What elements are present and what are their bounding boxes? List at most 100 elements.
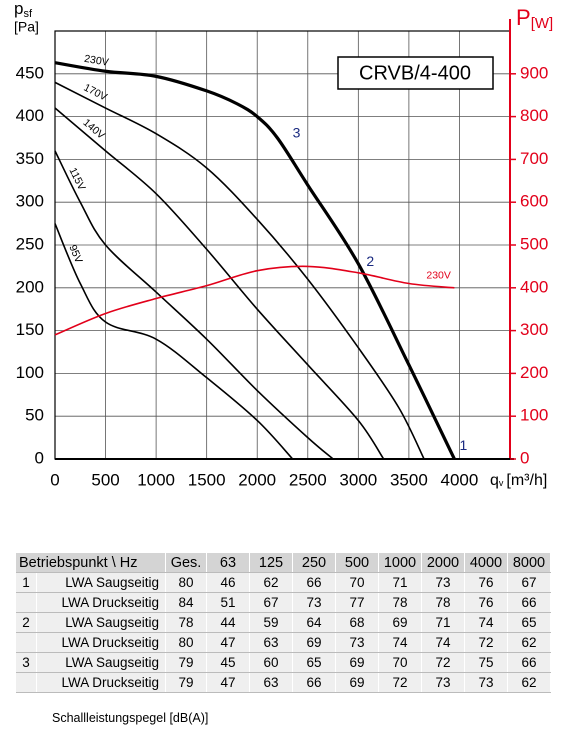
header-cell: 2000 (421, 553, 465, 573)
header-cell: 1000 (378, 553, 422, 573)
value-cell: 74 (464, 612, 508, 633)
point-cell: 1 (16, 572, 37, 593)
table-row: LWA Druckseitig 80 47 63 69 73 74 74 72 62 (16, 632, 551, 653)
table-row: 1 LWA Saugseitig 80 46 62 66 70 71 73 76 67 (16, 572, 551, 593)
value-cell: 59 (249, 612, 293, 633)
curve-label: 230V (426, 270, 451, 282)
point-cell: 2 (16, 612, 37, 633)
x-tick-label: 0 (50, 470, 59, 489)
y-label-sub: sf (23, 8, 33, 20)
operating-point: 2 (366, 253, 374, 269)
y-tick-label: 150 (16, 320, 44, 339)
value-cell: 69 (335, 672, 379, 693)
y2-tick-label: 300 (520, 320, 548, 339)
y-tick-label: 200 (16, 277, 44, 296)
value-cell: 84 (165, 592, 207, 613)
value-cell: 69 (335, 652, 379, 673)
label-cell: LWA Druckseitig (36, 632, 166, 653)
x-axis-label: qv [m³/h] (490, 472, 547, 489)
value-cell: 73 (421, 672, 465, 693)
y2-label-sub: [W] (531, 15, 554, 32)
header-cell: 8000 (507, 553, 551, 573)
y2-tick-label: 0 (520, 448, 529, 467)
x-tick-label: 4000 (441, 470, 479, 489)
value-cell: 74 (421, 632, 465, 653)
y-tick-label: 300 (16, 192, 44, 211)
value-cell: 78 (421, 592, 465, 613)
header-cell: 125 (249, 553, 293, 573)
header-cell: 63 (206, 553, 250, 573)
table-row: LWA Druckseitig 79 47 63 66 69 72 73 73 62 (16, 672, 551, 693)
value-cell: 67 (249, 592, 293, 613)
value-cell: 45 (206, 652, 250, 673)
table-row: LWA Druckseitig 84 51 67 73 77 78 78 76 66 (16, 592, 551, 613)
value-cell: 62 (507, 672, 551, 693)
y-axis-unit: [Pa] (14, 19, 39, 35)
y2-tick-label: 200 (520, 363, 548, 382)
value-cell: 70 (378, 652, 422, 673)
curve (54, 107, 385, 460)
value-cell: 76 (464, 592, 508, 613)
point-cell (16, 592, 37, 613)
curve (54, 150, 334, 460)
label-cell: LWA Druckseitig (36, 592, 166, 613)
value-cell: 68 (335, 612, 379, 633)
y2-label-main: P (516, 5, 531, 30)
label-cell: LWA Druckseitig (36, 672, 166, 693)
value-cell: 73 (335, 632, 379, 653)
y2-tick-label: 800 (520, 106, 548, 125)
curve-label: 115V (66, 166, 87, 193)
x-tick-label: 3000 (339, 470, 377, 489)
curve-label: 170V (82, 82, 109, 104)
value-cell: 69 (292, 632, 336, 653)
value-cell: 62 (507, 632, 551, 653)
x-label-main: q (490, 472, 499, 489)
value-cell: 69 (378, 612, 422, 633)
value-cell: 63 (249, 632, 293, 653)
value-cell: 66 (507, 652, 551, 673)
value-cell: 80 (165, 632, 207, 653)
value-cell: 63 (249, 672, 293, 693)
y2-tick-label: 600 (520, 192, 548, 211)
header-cell: 500 (335, 553, 379, 573)
header-cell: Ges. (165, 553, 207, 573)
value-cell: 73 (421, 572, 465, 593)
y-tick-label: 350 (16, 149, 44, 168)
y-tick-label: 0 (35, 448, 44, 467)
value-cell: 71 (421, 612, 465, 633)
value-cell: 78 (378, 592, 422, 613)
point-cell (16, 632, 37, 653)
y2-tick-label: 100 (520, 406, 548, 425)
y-label-main: p (14, 0, 23, 18)
value-cell: 75 (464, 652, 508, 673)
value-cell: 80 (165, 572, 207, 593)
value-cell: 66 (292, 672, 336, 693)
x-tick-label: 500 (91, 470, 119, 489)
operating-point: 1 (459, 437, 467, 453)
curve-label: 95V (66, 243, 84, 265)
x-tick-label: 2500 (289, 470, 327, 489)
value-cell: 67 (507, 572, 551, 593)
y2-tick-label: 400 (520, 277, 548, 296)
header-cell: 4000 (464, 553, 508, 573)
value-cell: 46 (206, 572, 250, 593)
y2-tick-label: 500 (520, 234, 548, 253)
point-cell: 3 (16, 652, 37, 673)
x-tick-label: 1000 (137, 470, 175, 489)
y2-axis-label: P[W] (516, 5, 553, 32)
x-tick-label: 1500 (188, 470, 226, 489)
title-box (337, 56, 494, 90)
value-cell: 47 (206, 632, 250, 653)
label-cell: LWA Saugseitig (36, 572, 166, 593)
value-cell: 51 (206, 592, 250, 613)
value-cell: 77 (335, 592, 379, 613)
y-tick-label: 400 (16, 106, 44, 125)
value-cell: 79 (165, 652, 207, 673)
y2-tick-label: 700 (520, 149, 548, 168)
value-cell: 60 (249, 652, 293, 673)
value-cell: 47 (206, 672, 250, 693)
value-cell: 76 (464, 572, 508, 593)
curve (54, 223, 294, 460)
y-tick-label: 100 (16, 363, 44, 382)
